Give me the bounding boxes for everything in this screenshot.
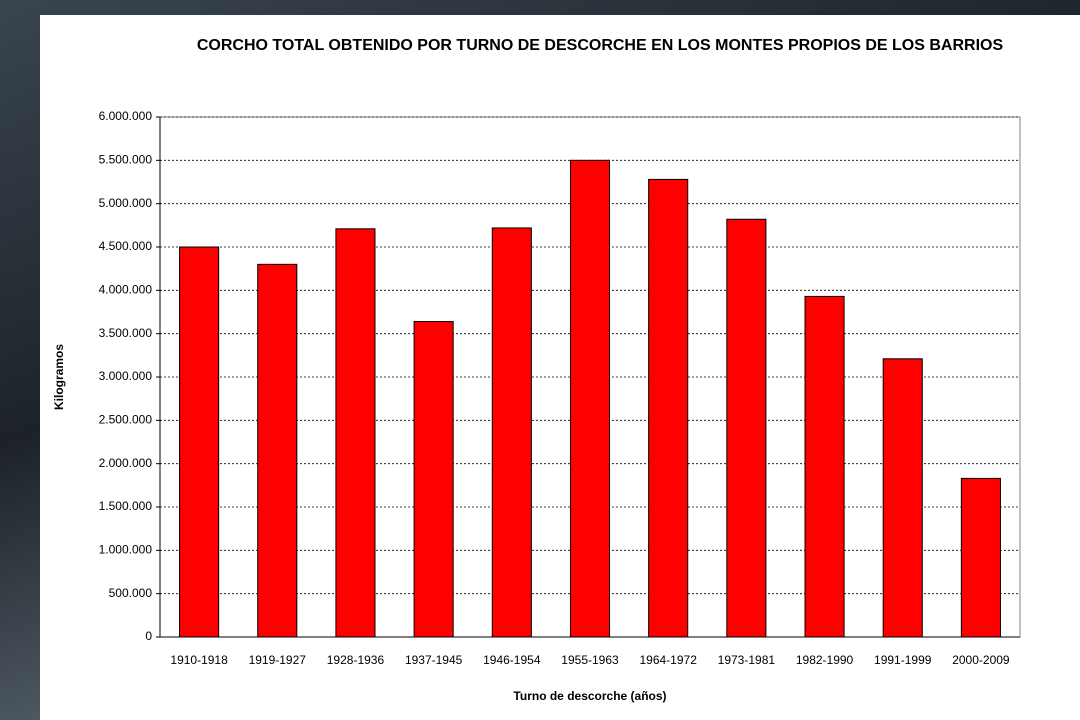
bar [883,359,922,637]
bar [258,264,297,637]
x-tick-label: 1982-1990 [796,653,854,667]
y-tick-label: 4.500.000 [99,239,153,253]
y-tick-label: 6.000.000 [99,109,153,123]
x-tick-label: 1991-1999 [874,653,932,667]
x-tick-label: 1919-1927 [249,653,307,667]
x-tick-label: 1946-1954 [483,653,541,667]
y-tick-label: 0 [145,629,152,643]
bar [180,247,219,637]
x-tick-label: 1955-1963 [561,653,619,667]
screen: CORCHO TOTAL OBTENIDO POR TURNO DE DESCO… [0,0,1080,720]
chart: Kilogramos Turno de descorche (años) 0 50… [0,0,1080,720]
y-tick-label: 500.000 [109,586,153,600]
y-tick-label: 3.000.000 [99,369,153,383]
bar [336,229,375,637]
bar [570,160,609,637]
y-tick-label: 1.500.000 [99,499,153,513]
x-axis-label: Turno de descorche (años) [513,689,666,703]
x-tick-label: 1973-1981 [718,653,776,667]
bar [961,478,1000,637]
y-tick-label: 5.500.000 [99,153,153,167]
bar [649,179,688,637]
y-tick-label: 2.000.000 [99,456,153,470]
bar [492,228,531,637]
x-tick-label: 1937-1945 [405,653,463,667]
bar [727,219,766,637]
y-axis-label: Kilogramos [52,344,66,410]
x-tick-label: 1910-1918 [170,653,228,667]
y-tick-label: 1.000.000 [99,543,153,557]
bar [414,322,453,637]
x-tick-label: 1964-1972 [639,653,697,667]
y-tick-label: 5.000.000 [99,196,153,210]
x-tick-label: 1928-1936 [327,653,385,667]
y-tick-label: 2.500.000 [99,413,153,427]
y-tick-label: 4.000.000 [99,283,153,297]
y-tick-label: 3.500.000 [99,326,153,340]
bar [805,296,844,637]
x-tick-label: 2000-2009 [952,653,1010,667]
